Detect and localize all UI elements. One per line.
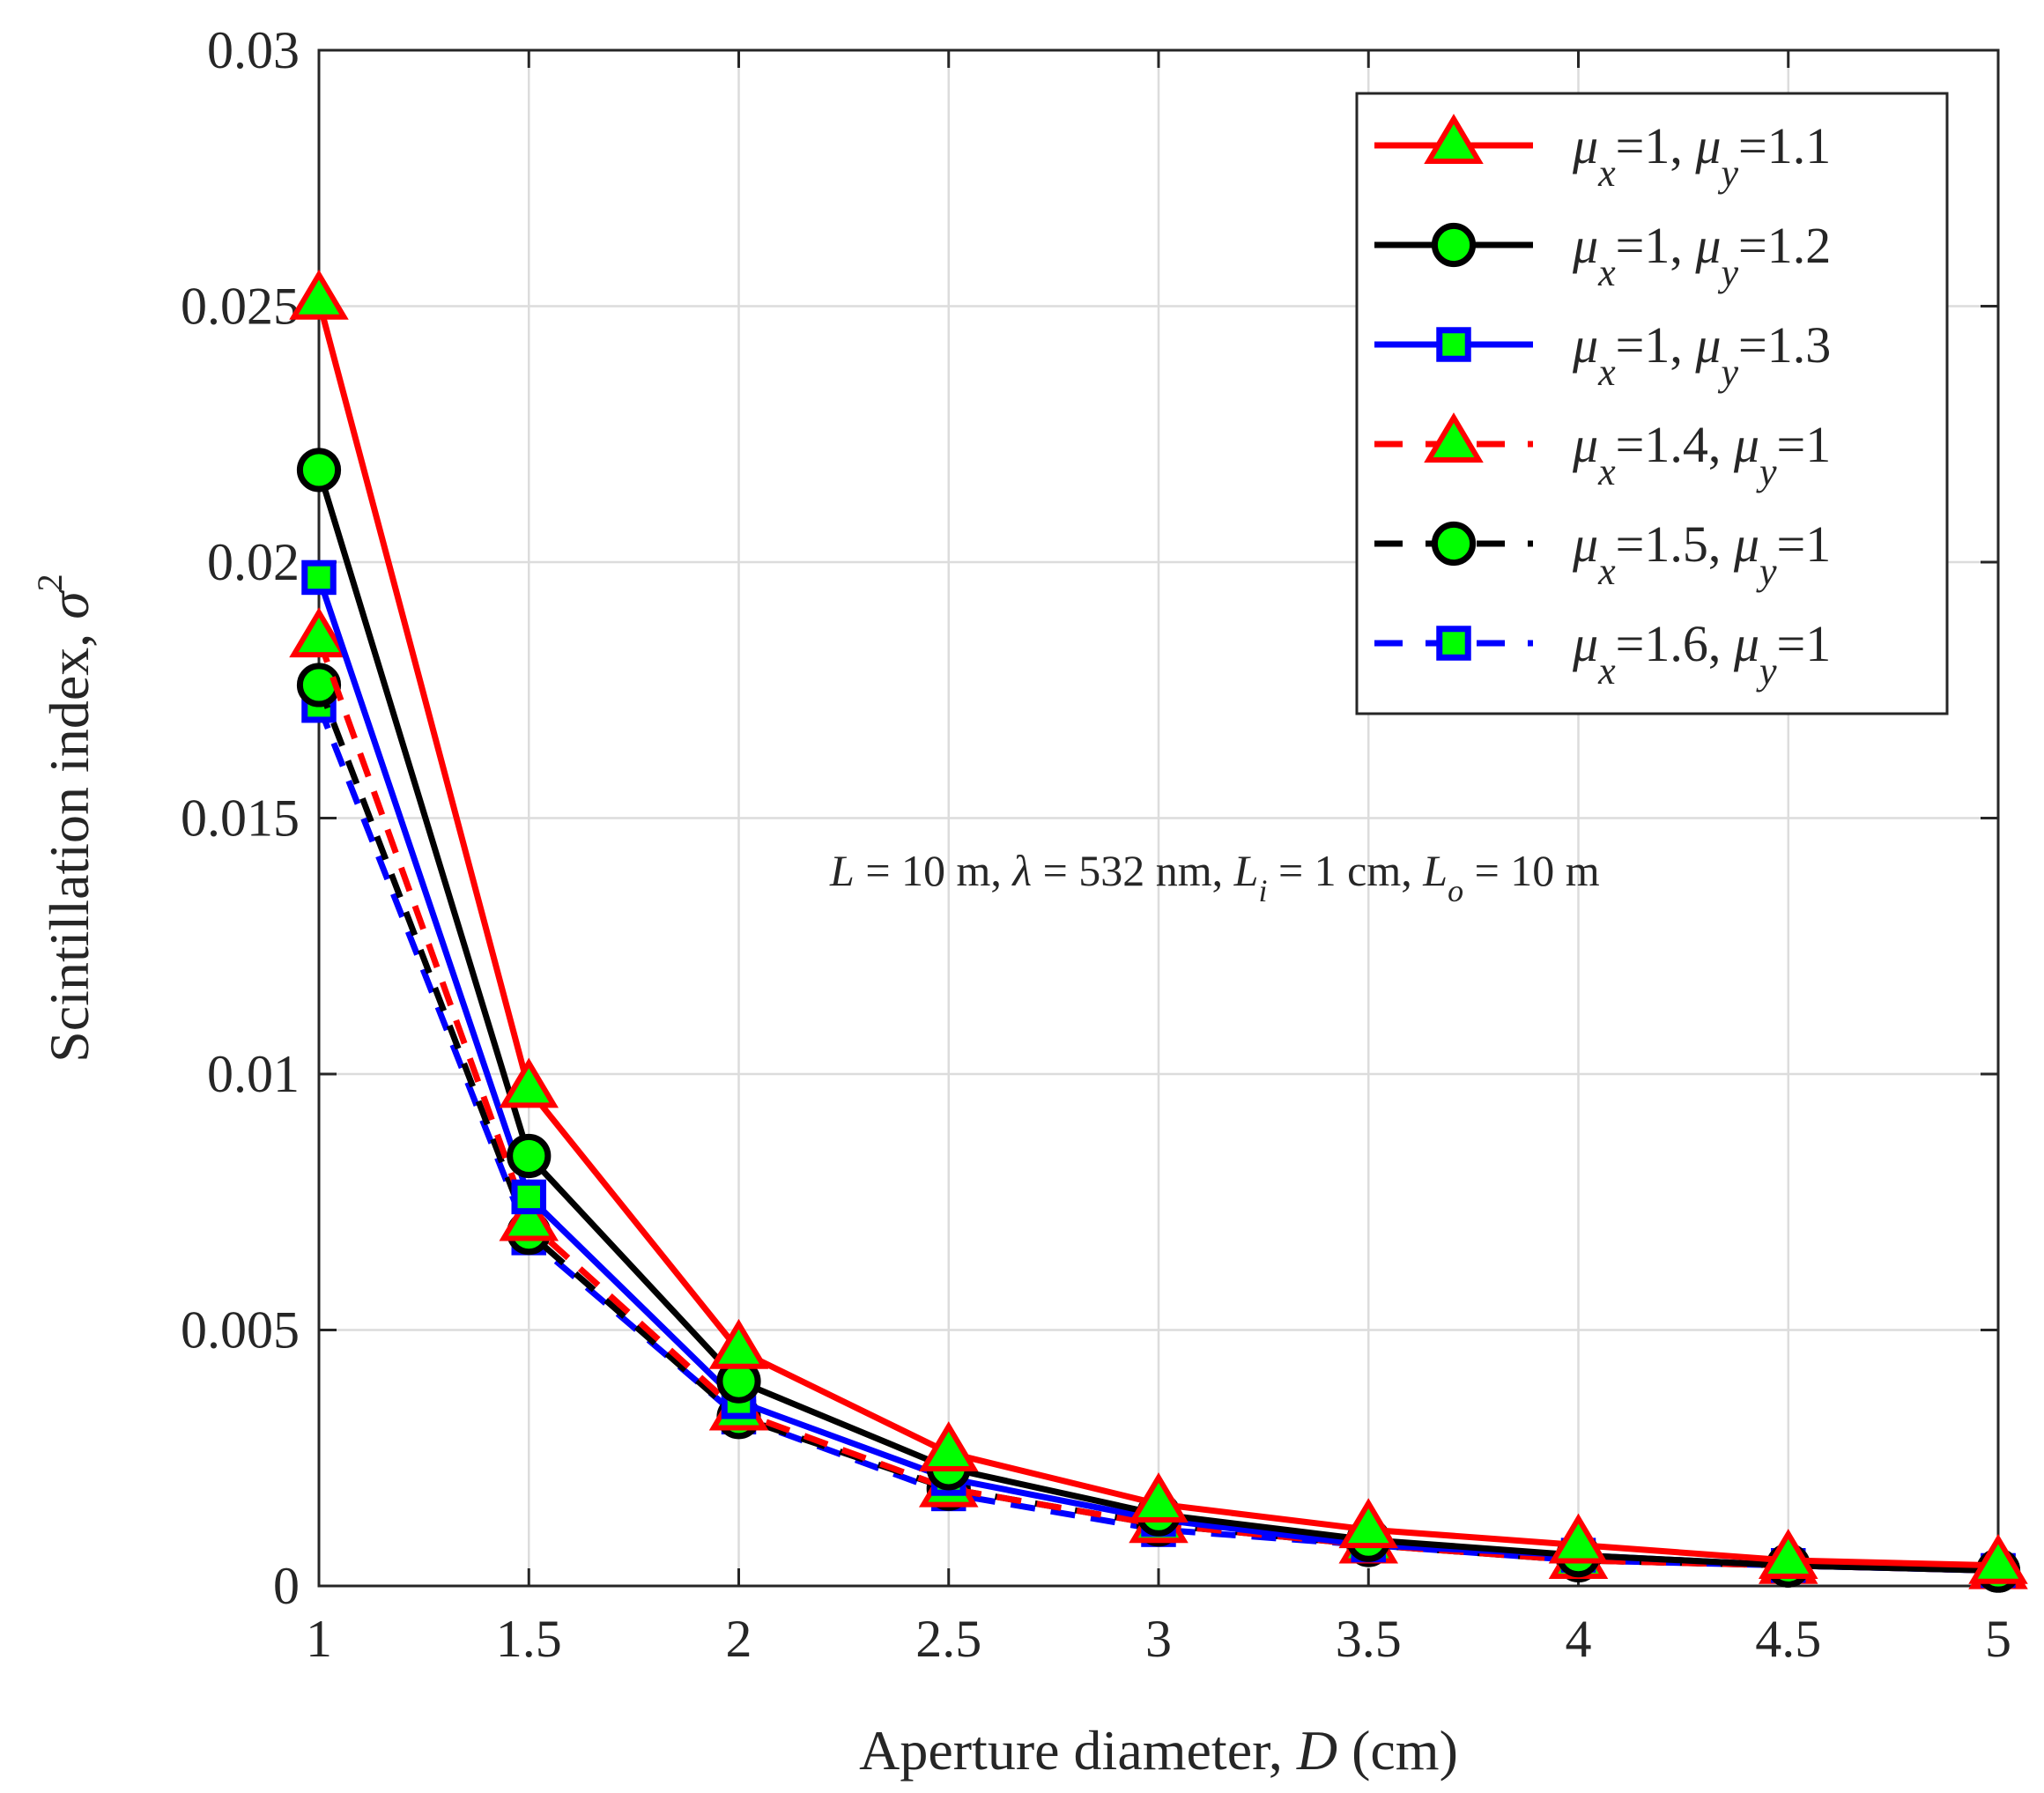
parameters-annotation: L = 10 m, λ = 532 nm, Li = 1 cm, Lo = 10… <box>829 846 1600 908</box>
y-tick-label: 0.025 <box>181 278 300 336</box>
y-tick-label: 0.005 <box>181 1301 300 1360</box>
x-tick-label: 1.5 <box>496 1610 562 1668</box>
data-point <box>1129 1472 1189 1523</box>
series-1 <box>289 269 2028 1584</box>
legend-label: μx=1, μy=1.2 <box>1572 217 1831 294</box>
legend-entry: μx=1.6, μy=1 <box>1374 615 1831 693</box>
data-point <box>1968 1533 2028 1584</box>
x-tick-label: 4.5 <box>1755 1610 1821 1668</box>
legend-marker <box>1424 114 1484 164</box>
y-tick-label: 0.01 <box>207 1045 300 1103</box>
legend: μx=1, μy=1.1 μx=1, μy=1.2 μx=1, μy=1.3 μx=1… <box>1355 92 1949 715</box>
legend-entry: μx=1.4, μy=1 <box>1374 412 1831 493</box>
data-point <box>511 1179 546 1215</box>
x-tick-label: 2.5 <box>915 1610 981 1668</box>
x-axis-title: Aperture diameter, D (cm) <box>859 1719 1458 1782</box>
ticks: 1 1.5 2 2.5 3 3.5 4 4.5 5 0 0.005 0.01 0.015 0.02 0.02… <box>181 21 2011 1668</box>
x-tick-label: 1 <box>306 1610 332 1668</box>
series-group <box>289 269 2028 1593</box>
y-tick-label: 0 <box>273 1557 300 1615</box>
legend-marker <box>1436 327 1471 362</box>
legend-entry: μx=1, μy=1.1 <box>1374 114 1831 195</box>
legend-label: μx=1.5, μy=1 <box>1572 515 1831 593</box>
y-axis-title: Scintillation index, σ2 <box>30 574 100 1063</box>
data-point <box>507 1133 552 1179</box>
data-point <box>289 269 349 320</box>
legend-marker <box>1424 412 1484 463</box>
x-tick-label: 3.5 <box>1336 1610 1402 1668</box>
legend-label: μx=1.4, μy=1 <box>1572 416 1831 493</box>
data-point <box>301 559 337 596</box>
data-point <box>296 448 342 493</box>
data-point <box>1758 1529 1818 1579</box>
y-tick-label: 0.02 <box>207 533 300 591</box>
legend-marker <box>1431 521 1477 567</box>
y-tick-label: 0.03 <box>207 21 300 79</box>
x-tick-label: 5 <box>1985 1610 2011 1668</box>
legend-entry: μx=1, μy=1.3 <box>1374 316 1831 394</box>
data-point <box>1548 1513 1609 1564</box>
legend-marker <box>1431 222 1477 268</box>
legend-label: μx=1, μy=1.3 <box>1572 316 1831 394</box>
data-point <box>499 1057 559 1108</box>
x-tick-label: 2 <box>726 1610 752 1668</box>
data-point <box>499 1190 559 1241</box>
legend-label: μx=1.6, μy=1 <box>1572 615 1831 693</box>
legend-marker <box>1436 626 1471 661</box>
y-tick-label: 0.015 <box>181 789 300 848</box>
data-point <box>918 1421 979 1471</box>
data-point <box>708 1318 769 1369</box>
data-point <box>1338 1498 1399 1549</box>
legend-entry: μx=1.5, μy=1 <box>1374 515 1831 593</box>
legend-entry: μx=1, μy=1.2 <box>1374 217 1831 294</box>
legend-label: μx=1, μy=1.1 <box>1572 117 1831 195</box>
legend-box <box>1355 92 1949 715</box>
x-tick-label: 4 <box>1566 1610 1592 1668</box>
x-tick-label: 3 <box>1145 1610 1172 1668</box>
data-point <box>289 607 349 658</box>
